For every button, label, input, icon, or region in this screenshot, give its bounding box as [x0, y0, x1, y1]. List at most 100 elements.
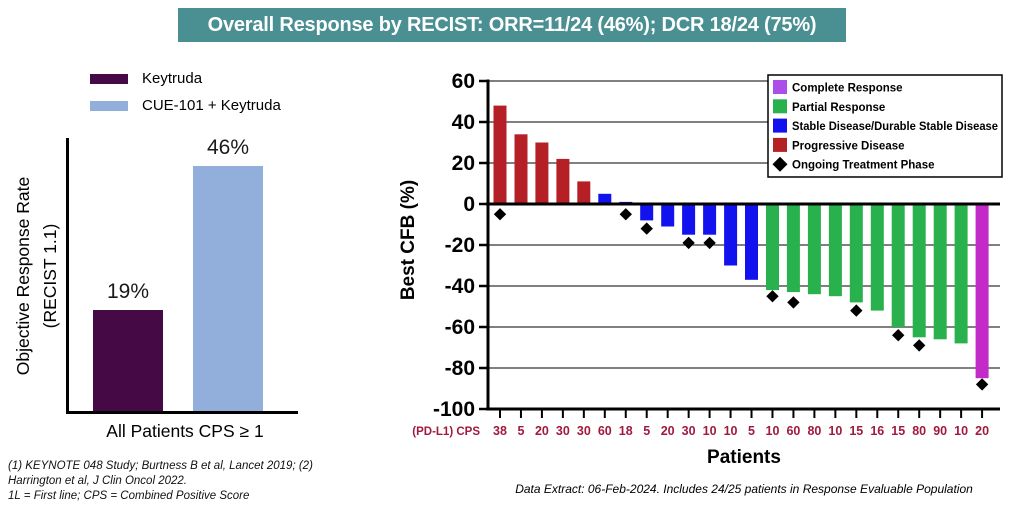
cps-value-label: 80: [807, 424, 821, 438]
pdl1-cps-row-label: (PD-L1) CPS: [412, 426, 480, 438]
legend-item-cue-101-keytruda: CUE-101 + Keytruda: [90, 97, 281, 114]
patient-bar-20: [891, 204, 905, 327]
waterfall-legend-box: [767, 74, 1003, 178]
title-banner: Overall Response by RECIST: ORR=11/24 (4…: [178, 8, 846, 42]
ongoing-treatment-diamond: [493, 208, 507, 221]
footnote-line: Harrington et al, J Clin Oncol 2022.: [8, 475, 187, 488]
orr-bar-chart-plot: 19% 46%: [66, 136, 298, 414]
patient-bar-14: [766, 204, 779, 291]
patient-bar-3: [535, 142, 549, 204]
ongoing-treatment-diamond: [892, 329, 905, 342]
cps-value-label: 5: [748, 424, 755, 438]
legend-swatch: [90, 73, 128, 84]
y-tick-label: 40: [452, 111, 475, 134]
cps-value-label: 60: [786, 424, 800, 438]
y-tick-label: 20: [452, 152, 475, 175]
cps-value-label: 15: [849, 424, 863, 438]
patient-bar-6: [598, 193, 612, 205]
y-tick-label: 0: [463, 193, 475, 216]
ongoing-treatment-diamond: [703, 236, 716, 250]
y-tick-label: -40: [445, 275, 475, 298]
cps-value-label: 20: [661, 424, 675, 438]
patient-bar-8: [640, 204, 654, 221]
orr-bar-value-label: 19%: [106, 280, 150, 303]
cps-value-label: 10: [766, 424, 780, 438]
legend-label: Ongoing Treatment Phase: [792, 160, 935, 172]
y-tick-label: -60: [445, 316, 475, 339]
ongoing-treatment-diamond: [619, 208, 632, 221]
patient-bar-18: [849, 204, 863, 303]
patient-bar-21: [912, 204, 926, 338]
legend-label: Keytruda: [142, 70, 203, 87]
patient-bar-11: [703, 204, 717, 235]
orr-bar-value-label: 46%: [206, 136, 250, 159]
footnote: (1) KEYNOTE 048 Study; Burtness B et al,…: [8, 459, 418, 505]
legend-swatch: [773, 80, 787, 94]
cps-value-label: 60: [598, 424, 612, 438]
patient-bar-4: [556, 158, 570, 204]
legend-label: Progressive Disease: [792, 140, 905, 152]
cps-value-label: 20: [975, 424, 989, 438]
orr-x-axis-label: All Patients CPS ≥ 1: [106, 421, 264, 441]
patient-bar-17: [828, 204, 842, 297]
cps-value-label: 10: [954, 424, 968, 438]
legend-swatch: [773, 99, 787, 114]
orr-y-axis-label-line2: (RECIST 1.1): [40, 223, 61, 329]
cps-value-label: 30: [682, 424, 696, 438]
y-tick-label: 60: [452, 70, 475, 93]
footnote-line: 1L = First line; CPS = Combined Positive…: [8, 490, 250, 503]
cps-value-label: 90: [933, 424, 947, 438]
cps-value-label: 10: [703, 424, 717, 438]
cps-value-label: 5: [517, 424, 524, 438]
patient-bar-5: [577, 181, 591, 204]
ongoing-treatment-diamond: [682, 236, 695, 250]
cps-value-label: 16: [870, 424, 884, 438]
legend-label: Stable Disease/Durable Stable Disease: [792, 121, 998, 133]
cps-value-label: 30: [556, 424, 570, 438]
orr-y-axis-label: Objective Response Rate (RECIST 1.1): [10, 126, 70, 426]
orr-bar-keytruda: [93, 310, 163, 411]
patient-bar-1: [493, 105, 507, 204]
legend-swatch: [773, 137, 787, 152]
patient-bar-15: [786, 204, 800, 293]
legend-label: Complete Response: [792, 83, 903, 95]
ongoing-treatment-diamond: [850, 304, 863, 317]
patient-bar-10: [682, 204, 696, 235]
ongoing-treatment-diamond: [975, 378, 989, 391]
patient-bar-23: [954, 204, 968, 344]
ongoing-treatment-diamond: [766, 290, 779, 303]
legend-label: Partial Response: [792, 102, 885, 114]
y-tick-label: -100: [433, 398, 475, 421]
legend-diamond-icon: [772, 156, 788, 172]
footnote-line: (1) KEYNOTE 048 Study; Burtness B et al,…: [8, 460, 313, 472]
orr-chart-legend: Keytruda CUE-101 + Keytruda: [90, 70, 281, 124]
y-tick-label: -80: [445, 357, 475, 380]
cps-value-label: 30: [577, 424, 591, 438]
orr-y-axis-label-line1: Objective Response Rate: [13, 176, 33, 376]
ongoing-treatment-diamond: [640, 222, 653, 235]
cps-value-label: 18: [619, 424, 633, 438]
cps-value-label: 15: [891, 424, 905, 438]
legend-swatch: [773, 118, 787, 133]
legend-label: CUE-101 + Keytruda: [142, 97, 281, 114]
cps-value-label: 38: [493, 424, 507, 438]
data-extract-note: Data Extract: 06-Feb-2024. Includes 24/2…: [515, 482, 973, 496]
legend-item-keytruda: Keytruda: [90, 70, 281, 87]
cps-value-label: 20: [535, 424, 549, 438]
orr-bar-cue-101-keytruda: [193, 166, 263, 411]
patient-bar-16: [807, 204, 821, 295]
cps-value-label: 5: [643, 424, 650, 438]
legend-swatch: [90, 100, 128, 111]
cps-value-label: 10: [828, 424, 842, 438]
patient-bar-22: [933, 204, 947, 340]
cps-value-label: 10: [724, 424, 738, 438]
patient-bar-24: [975, 204, 989, 379]
cps-value-label: 80: [912, 424, 926, 438]
patient-bar-13: [745, 204, 758, 280]
patient-bar-12: [724, 204, 738, 266]
patient-bar-2: [514, 134, 528, 204]
y-tick-label: -20: [445, 234, 475, 257]
patient-bar-9: [661, 204, 675, 227]
ongoing-treatment-diamond: [913, 339, 926, 352]
